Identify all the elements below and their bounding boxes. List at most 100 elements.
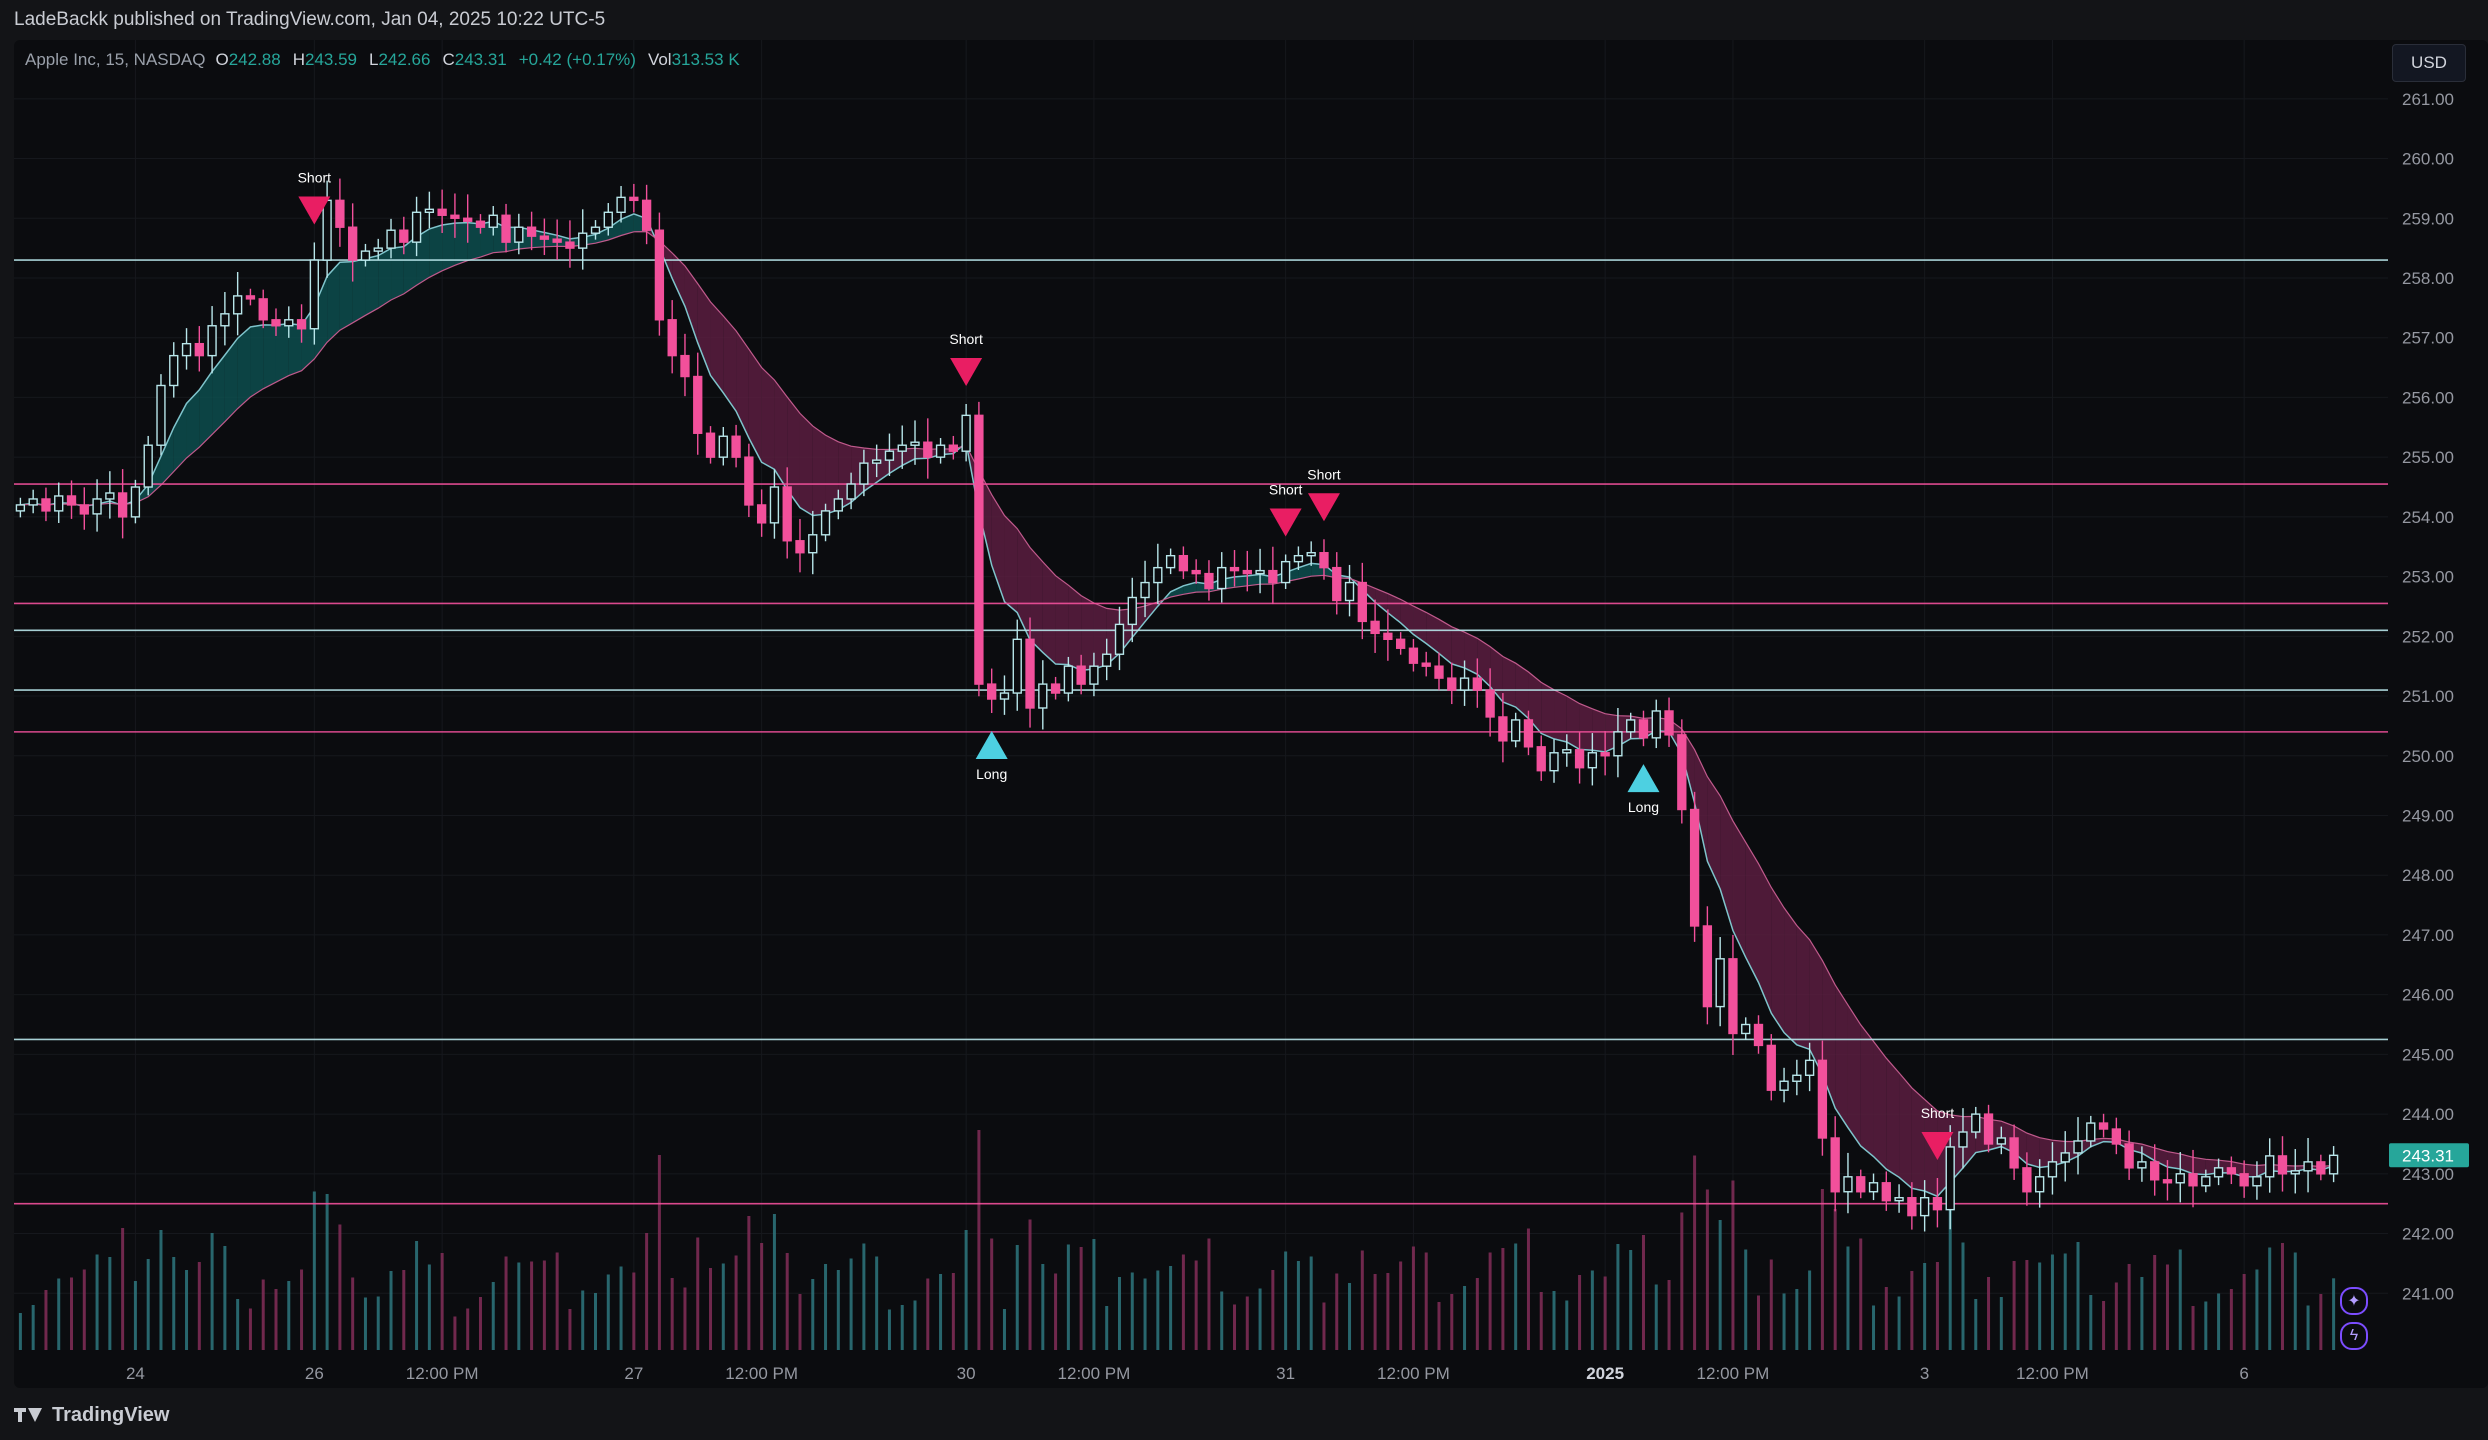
volume-bar (159, 1230, 162, 1350)
volume-bar (2332, 1278, 2335, 1350)
volume-bar (364, 1298, 367, 1351)
publisher-line: LadeBackk published on TradingView.com, … (14, 9, 605, 31)
volume-bar (1540, 1292, 1543, 1350)
volume-bar (965, 1230, 968, 1350)
candle-body (1205, 574, 1213, 589)
candle-body (1524, 720, 1532, 747)
volume-bar (2051, 1255, 2054, 1351)
volume-bar (274, 1289, 277, 1350)
lightning-icon[interactable]: ϟ (2340, 1322, 2368, 1350)
candle-body (1576, 750, 1584, 768)
ribbon-segment (1056, 576, 1069, 665)
candle-body (1282, 562, 1290, 583)
candle-body (1627, 720, 1635, 732)
volume-bar (977, 1130, 980, 1350)
volume-bar (1629, 1250, 1632, 1350)
ribbon-segment (1771, 888, 1784, 1033)
candle-body (413, 212, 421, 242)
candle-body (1691, 810, 1699, 926)
volume-bar (568, 1309, 571, 1350)
volume-bar (1910, 1271, 1913, 1350)
ribbon-segment (378, 248, 391, 308)
volume-bar (1220, 1292, 1223, 1351)
volume-bar (914, 1301, 917, 1351)
candle-body (770, 487, 778, 523)
candle-body (1678, 735, 1686, 810)
volume-bar (1604, 1277, 1607, 1351)
volume-bar (811, 1279, 814, 1350)
candle-body (2176, 1174, 2184, 1183)
volume-bar (2102, 1301, 2105, 1350)
close-value: 243.31 (455, 50, 507, 70)
short-signal-label: Short (949, 331, 983, 347)
volume-bar (1233, 1305, 1236, 1351)
candle-body (873, 460, 881, 463)
volume-bar (223, 1246, 226, 1350)
ribbon-segment (1592, 709, 1605, 752)
volume-bar (1476, 1278, 1479, 1350)
volume-bar (1271, 1270, 1274, 1350)
candle-body (1141, 583, 1149, 598)
volume-bar (709, 1268, 712, 1350)
volume-bar (1731, 1181, 1734, 1351)
ribbon-segment (1797, 926, 1810, 1050)
candle-body (183, 344, 191, 356)
volume-bar (798, 1294, 801, 1350)
y-tick-label: 255.00 (2402, 448, 2454, 467)
horizontal-levels (14, 260, 2388, 1204)
candle-body (1013, 639, 1021, 693)
volume-bar (1668, 1280, 1671, 1350)
volume-bar (134, 1281, 137, 1350)
add-indicator-icon[interactable]: ✦ (2340, 1287, 2368, 1315)
chart-frame[interactable]: Short Short Long Short Short Long Short 261.00… (14, 40, 2488, 1388)
volume-bar (1412, 1247, 1415, 1351)
candle-body (592, 227, 600, 233)
candle-body (2330, 1155, 2338, 1174)
volume-bar (2217, 1294, 2220, 1351)
candle-body (822, 511, 830, 535)
candle-body (1818, 1060, 1826, 1138)
candle-body (2061, 1153, 2069, 1162)
volume-bar (108, 1257, 111, 1350)
candle-body (170, 356, 178, 386)
ribbon-segment (263, 325, 276, 389)
volume-bar (1322, 1303, 1325, 1351)
candle-body (1358, 583, 1366, 622)
volume-bar (2140, 1277, 2143, 1350)
volume-bar (121, 1228, 124, 1350)
candle-body (451, 215, 459, 218)
x-tick-label: 12:00 PM (725, 1364, 798, 1383)
volume-bar (1195, 1261, 1198, 1351)
slow-ema-line (20, 232, 2333, 1167)
tradingview-logo[interactable]: TradingView (14, 1404, 169, 1427)
x-tick-label: 26 (305, 1364, 324, 1383)
candle-body (1409, 648, 1417, 663)
candle-body (1767, 1045, 1775, 1090)
volume-bar (1808, 1271, 1811, 1351)
moving-average-ribbon (20, 214, 2333, 1196)
volume-bar (1757, 1296, 1760, 1351)
candle-body (16, 505, 24, 511)
volume-bar (1859, 1239, 1862, 1351)
candle-body (195, 344, 203, 356)
candle-body (489, 215, 497, 227)
ribbon-segment (800, 413, 813, 515)
volume-bar (1514, 1244, 1517, 1351)
candle-body (1179, 556, 1187, 571)
volume-bar (2089, 1295, 2092, 1350)
low-label: L (369, 50, 378, 70)
candle-body (2036, 1177, 2044, 1192)
volume-bar (786, 1253, 789, 1350)
ribbon-segment (749, 349, 762, 462)
currency-button[interactable]: USD (2392, 44, 2466, 82)
volume-bar (236, 1299, 239, 1350)
volume-bar (390, 1271, 393, 1350)
volume-bar (696, 1238, 699, 1351)
volume-bar (1374, 1274, 1377, 1350)
ribbon-segment (289, 324, 302, 376)
volume-bar (850, 1259, 853, 1351)
volume-bar (1156, 1271, 1159, 1351)
candle-body (2048, 1162, 2056, 1177)
volume-bar (1399, 1262, 1402, 1351)
